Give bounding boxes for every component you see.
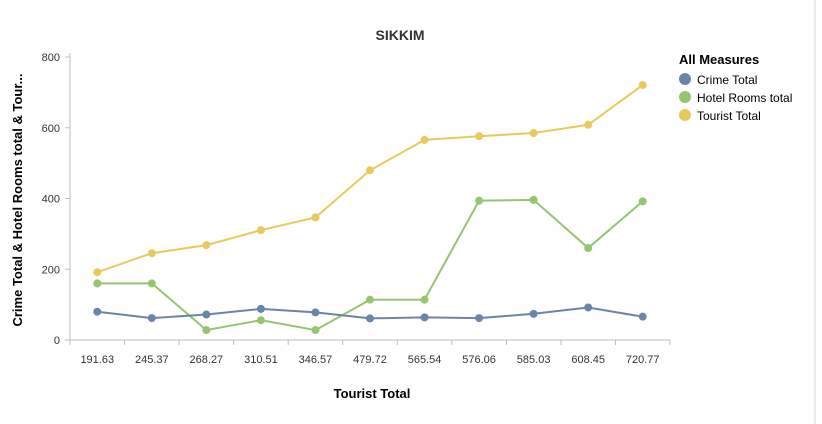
data-point-crime-total xyxy=(638,312,647,321)
legend-items: Crime Total Hotel Rooms total Tourist Tota… xyxy=(679,73,792,123)
data-point-tourist-total xyxy=(475,132,484,141)
x-tick-label: 245.37 xyxy=(135,354,169,366)
y-axis-title: Crime Total & Hotel Rooms total & Tour..… xyxy=(10,73,25,326)
legend-marker-tourist-total xyxy=(679,109,691,121)
data-point-hotel-rooms-total xyxy=(93,279,102,288)
data-point-crime-total xyxy=(420,313,429,322)
data-point-crime-total xyxy=(256,304,265,313)
x-tick-label: 268.27 xyxy=(190,354,224,366)
x-axis-title: Tourist Total xyxy=(334,386,411,401)
axes: 0 200 400 600 800 191.63 245.37 268.27 310.51 346… xyxy=(42,52,671,366)
x-tick-label: 346.57 xyxy=(299,354,333,366)
data-point-tourist-total xyxy=(366,166,374,175)
data-point-hotel-rooms-total xyxy=(147,279,156,288)
legend: All Measures Crime Total Hotel Rooms tota… xyxy=(679,52,792,123)
x-tick-label: 479.72 xyxy=(353,354,387,366)
x-tick-label: 310.51 xyxy=(244,354,278,366)
x-tick-label: 608.45 xyxy=(571,354,605,366)
x-tick-label: 191.63 xyxy=(80,354,114,366)
data-point-crime-total xyxy=(93,307,102,316)
data-point-hotel-rooms-total xyxy=(311,326,320,335)
series-points xyxy=(93,81,647,335)
legend-marker-crime-total xyxy=(679,73,691,85)
chart-title: SIKKIM xyxy=(376,27,425,43)
series-lines xyxy=(96,84,644,332)
data-point-hotel-rooms-total xyxy=(202,326,211,335)
y-tick-label: 400 xyxy=(42,194,60,206)
data-point-tourist-total xyxy=(147,249,156,258)
y-tick-label: 0 xyxy=(54,335,60,347)
x-tick-label: 565.54 xyxy=(408,354,442,366)
x-tick-label: 576.06 xyxy=(462,354,496,366)
x-tick-label: 585.03 xyxy=(517,354,551,366)
data-point-crime-total xyxy=(584,303,593,312)
y-tick-label: 600 xyxy=(42,123,60,135)
data-point-crime-total xyxy=(475,314,484,323)
data-point-tourist-total xyxy=(584,120,593,129)
series-line-tourist-total xyxy=(96,84,644,274)
data-point-tourist-total xyxy=(420,135,429,144)
data-point-hotel-rooms-total xyxy=(420,295,429,304)
x-tick-label: 720.77 xyxy=(626,354,660,366)
legend-label-tourist-total: Tourist Total xyxy=(697,109,761,123)
data-point-crime-total xyxy=(202,310,211,319)
data-point-crime-total xyxy=(311,308,320,317)
data-point-hotel-rooms-total xyxy=(584,244,593,253)
data-point-tourist-total xyxy=(529,129,538,138)
data-point-tourist-total xyxy=(202,241,211,250)
data-point-hotel-rooms-total xyxy=(475,196,484,205)
data-point-hotel-rooms-total xyxy=(529,195,538,204)
legend-label-crime-total: Crime Total xyxy=(697,73,757,87)
data-point-crime-total xyxy=(366,314,374,323)
legend-label-hotel-rooms-total: Hotel Rooms total xyxy=(697,91,792,105)
data-point-tourist-total xyxy=(93,268,102,277)
data-point-tourist-total xyxy=(311,213,320,222)
y-tick-label: 200 xyxy=(42,264,60,276)
data-point-crime-total xyxy=(529,309,538,318)
legend-marker-hotel-rooms-total xyxy=(679,91,691,103)
legend-title: All Measures xyxy=(679,52,759,67)
data-point-tourist-total xyxy=(256,226,265,235)
y-tick-label: 800 xyxy=(42,52,60,64)
data-point-tourist-total xyxy=(638,81,647,90)
data-point-hotel-rooms-total xyxy=(638,197,647,206)
data-point-crime-total xyxy=(147,314,156,323)
data-point-hotel-rooms-total xyxy=(256,316,265,325)
data-point-hotel-rooms-total xyxy=(366,295,374,304)
